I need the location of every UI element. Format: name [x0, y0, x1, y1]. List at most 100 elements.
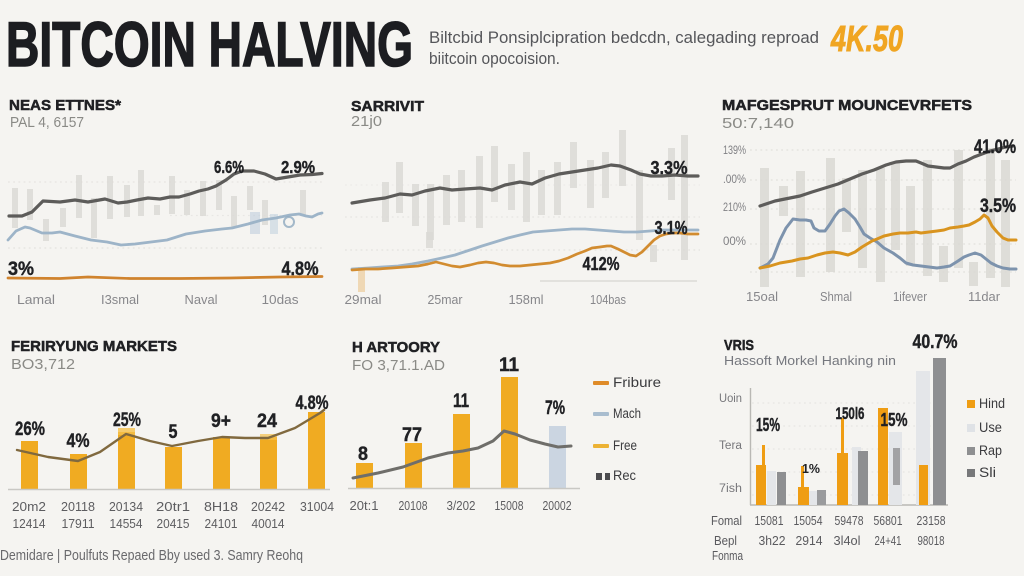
svg-text:FO 3,71.1.AD: FO 3,71.1.AD: [352, 358, 445, 374]
svg-text:3h22: 3h22: [759, 534, 786, 548]
svg-text:15%: 15%: [881, 410, 908, 430]
svg-text:25mar: 25mar: [428, 293, 463, 307]
svg-text:MAFGESPRUT MOUNCEVRFETS: MAFGESPRUT MOUNCEVRFETS: [722, 98, 972, 114]
svg-text:9+: 9+: [211, 410, 231, 432]
svg-text:24: 24: [257, 410, 277, 432]
svg-text:20108: 20108: [399, 499, 428, 513]
svg-text:FERIRYUNG MARKETS: FERIRYUNG MARKETS: [11, 339, 177, 355]
svg-text:I3smal: I3smal: [101, 293, 139, 307]
svg-text:SARRIVIT: SARRIVIT: [351, 99, 424, 115]
svg-text:Rap: Rap: [979, 443, 1002, 458]
svg-text:41.0%: 41.0%: [974, 137, 1016, 158]
svg-text:3/202: 3/202: [447, 499, 476, 513]
svg-text:21j0: 21j0: [351, 114, 382, 130]
svg-text:20tr1: 20tr1: [156, 499, 190, 514]
svg-text:5: 5: [169, 421, 178, 443]
svg-text:Shmal: Shmal: [820, 290, 852, 304]
svg-text:56801: 56801: [874, 514, 903, 528]
svg-text:98018: 98018: [918, 534, 945, 548]
svg-text:1ifever: 1ifever: [893, 290, 927, 304]
svg-text:2914: 2914: [796, 534, 823, 548]
svg-text:20415: 20415: [157, 516, 190, 531]
svg-text:00%: 00%: [723, 234, 746, 248]
svg-text:20118: 20118: [61, 499, 95, 514]
svg-text:BITCOIN HALVING: BITCOIN HALVING: [6, 10, 413, 80]
svg-text:11dar: 11dar: [968, 290, 1000, 304]
svg-text:3.5%: 3.5%: [980, 196, 1016, 217]
svg-text:15oal: 15oal: [746, 290, 778, 304]
svg-text:Fomal: Fomal: [711, 514, 742, 528]
svg-text:158ml: 158ml: [509, 293, 544, 307]
svg-text:11: 11: [499, 355, 519, 376]
svg-text:20002: 20002: [543, 499, 572, 513]
svg-text:17911: 17911: [62, 516, 95, 531]
svg-text:24+41: 24+41: [875, 534, 902, 548]
svg-text:Hassoft Morkel Hanking nin: Hassoft Morkel Hanking nin: [724, 353, 896, 368]
svg-text:20242: 20242: [251, 499, 285, 514]
svg-text:3l4ol: 3l4ol: [834, 534, 861, 548]
svg-text:2.9%: 2.9%: [281, 157, 315, 177]
svg-text:8H18: 8H18: [204, 499, 238, 514]
svg-text:Bepl: Bepl: [714, 534, 737, 548]
svg-text:Naval: Naval: [185, 293, 218, 307]
svg-text:Uoin: Uoin: [719, 393, 742, 405]
svg-text:7ish: 7ish: [719, 483, 742, 495]
svg-text:Hind: Hind: [979, 396, 1005, 411]
svg-text:11: 11: [453, 391, 469, 412]
svg-text:8: 8: [358, 444, 368, 465]
svg-text:15054: 15054: [794, 514, 823, 528]
svg-text:139%: 139%: [723, 143, 746, 157]
svg-text:50:7,140: 50:7,140: [722, 116, 794, 132]
svg-text:29mal: 29mal: [345, 293, 382, 307]
svg-text:7%: 7%: [545, 398, 565, 419]
svg-text:15081: 15081: [755, 514, 784, 528]
svg-text:25%: 25%: [113, 409, 141, 431]
svg-text:4.8%: 4.8%: [282, 258, 319, 280]
svg-text:4%: 4%: [67, 430, 90, 452]
svg-text:412%: 412%: [583, 253, 620, 274]
svg-text:14554: 14554: [110, 516, 143, 531]
svg-text:59478: 59478: [835, 514, 864, 528]
svg-text:24101: 24101: [205, 516, 238, 531]
svg-text:6.6%: 6.6%: [214, 157, 244, 177]
svg-text:4K.50: 4K.50: [830, 18, 903, 59]
svg-text:3.1%: 3.1%: [655, 217, 688, 238]
svg-text:40.7%: 40.7%: [913, 332, 958, 353]
svg-text:20m2: 20m2: [12, 499, 46, 514]
svg-text:150l6: 150l6: [836, 404, 865, 423]
svg-text:23158: 23158: [917, 514, 946, 528]
svg-text:Use: Use: [979, 420, 1002, 435]
svg-text:4.8%: 4.8%: [296, 392, 329, 414]
svg-text:104bas: 104bas: [590, 293, 626, 307]
svg-text:BO3,712: BO3,712: [11, 357, 75, 373]
svg-text:1%: 1%: [802, 461, 820, 476]
svg-text:12414: 12414: [13, 516, 46, 531]
svg-text:15%: 15%: [756, 415, 780, 435]
svg-text:Biltcbid Ponsiplcipration bedc: Biltcbid Ponsiplcipration bedcdn, calega…: [429, 28, 819, 47]
svg-text:.00%: .00%: [723, 172, 746, 186]
svg-text:3%: 3%: [8, 258, 34, 280]
svg-text:Mach: Mach: [613, 406, 641, 421]
svg-text:10das: 10das: [262, 293, 299, 307]
svg-text:Demidare | Poulfuts Repaed Bby: Demidare | Poulfuts Repaed Bby used 3. S…: [0, 548, 303, 564]
svg-text:15008: 15008: [495, 499, 524, 513]
svg-text:20t:1: 20t:1: [350, 499, 379, 513]
svg-text:NEAS ETTNES*: NEAS ETTNES*: [9, 98, 121, 114]
svg-text:Lamal: Lamal: [17, 293, 55, 307]
svg-text:PAL 4, 6157: PAL 4, 6157: [10, 115, 84, 131]
svg-text:H ARTOORY: H ARTOORY: [352, 340, 440, 356]
svg-text:VRIS: VRIS: [724, 338, 754, 354]
svg-text:210%: 210%: [723, 200, 746, 214]
svg-text:Fonma: Fonma: [712, 549, 743, 563]
svg-text:biitcoin opocoision.: biitcoin opocoision.: [429, 49, 560, 68]
svg-text:Rec: Rec: [613, 468, 636, 483]
svg-text:40014: 40014: [252, 516, 285, 531]
svg-text:26%: 26%: [15, 418, 45, 440]
svg-text:77: 77: [402, 425, 422, 446]
svg-text:Free: Free: [613, 438, 637, 453]
svg-text:Fribure: Fribure: [613, 375, 661, 390]
svg-text:Tera: Tera: [719, 440, 743, 452]
svg-text:20134: 20134: [109, 499, 143, 514]
svg-text:Sli: Sli: [979, 465, 996, 480]
svg-text:3.3%: 3.3%: [651, 157, 688, 178]
